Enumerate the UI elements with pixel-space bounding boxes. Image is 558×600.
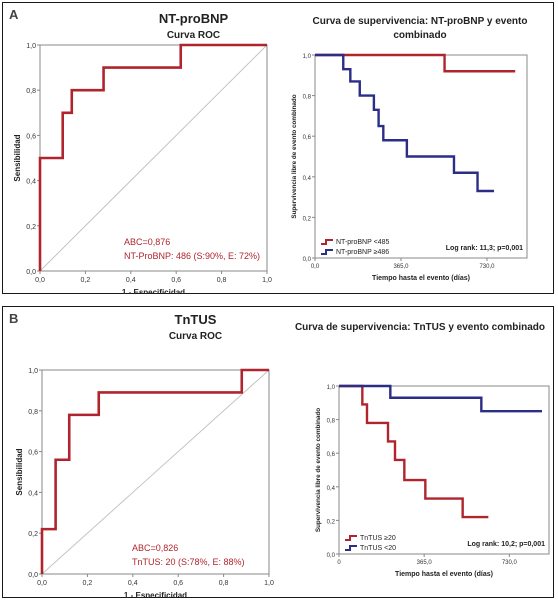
roc-chart: NT-proBNP Curva ROC 0,00,0 0,2 0,2 0,4 0,4 0,6 0… xyxy=(13,11,272,294)
y-axis-label: Sensibilidad xyxy=(13,134,22,181)
logrank-annotation: Log rank: 10,2; p=0,001 xyxy=(467,541,545,548)
x-tick-label: 0,6 xyxy=(173,580,183,587)
roc-title: NT-proBNP xyxy=(159,11,229,26)
y-tick-label: 0,2 xyxy=(303,216,312,222)
cutoff-annotation: TnTUS: 20 (S:78%, E: 88%) xyxy=(132,557,245,567)
y-tick-label: 0,6 xyxy=(26,133,36,140)
y-tick-label: 0,0 xyxy=(26,269,36,276)
x-tick-label: 0 xyxy=(337,560,341,566)
y-tick-label: 0,8 xyxy=(26,88,36,95)
y-axis-label: Supervivencia libre de evento combinado xyxy=(291,94,298,218)
panel-label: B xyxy=(9,311,19,326)
cutoff-annotation: NT-ProBNP: 486 (S:90%, E: 72%) xyxy=(124,251,260,261)
y-tick-label: 1,0 xyxy=(26,43,36,50)
x-tick-label: 1,0 xyxy=(262,277,272,284)
roc-curve xyxy=(40,368,269,574)
y-tick-label: 0,8 xyxy=(28,409,38,416)
x-tick-label: 730,0 xyxy=(479,264,495,270)
panel-a: A xyxy=(2,2,554,294)
roc-curve xyxy=(38,43,267,271)
plot-frame xyxy=(41,369,270,575)
survival-chart: Curva de supervivencia: NT-proBNP y even… xyxy=(291,16,528,282)
legend-label: TnTUS ≥20 xyxy=(360,535,396,542)
y-tick-label: 1,0 xyxy=(303,54,312,60)
roc-subtitle: Curva ROC xyxy=(167,30,220,41)
reference-diagonal xyxy=(39,44,268,272)
y-tick-label: 0,2 xyxy=(26,224,36,231)
survival-chart: Curva de supervivencia: TnTUS y evento c… xyxy=(295,322,550,578)
x-axis-label: 1 - Especificidad xyxy=(122,288,185,294)
y-tick-label: 0,0 xyxy=(303,257,312,263)
x-tick-label: 0,8 xyxy=(217,277,227,284)
survival-title: Curva de supervivencia: NT-proBNP y even… xyxy=(313,16,528,27)
x-tick-label: 730,0 xyxy=(502,560,518,566)
survival-curve xyxy=(339,384,489,519)
x-tick-label: 0,0 xyxy=(311,264,320,270)
y-tick-label: 0,8 xyxy=(327,419,336,425)
y-tick-label: 0,2 xyxy=(28,531,38,538)
y-tick-label: 1,0 xyxy=(327,385,336,391)
x-tick-label: 0,4 xyxy=(128,580,138,587)
x-tick-label: 1,0 xyxy=(264,580,274,587)
y-tick-label: 0,6 xyxy=(303,135,312,141)
auc-annotation: ABC=0,876 xyxy=(124,237,170,247)
y-tick-label: 0,6 xyxy=(327,452,336,458)
legend-swatch xyxy=(321,249,333,255)
x-axis-label: Tiempo hasta el evento (días) xyxy=(395,571,493,578)
y-tick-label: 0,4 xyxy=(26,179,36,186)
y-axis-label: Sensibilidad xyxy=(15,448,24,495)
survival-curve xyxy=(339,384,542,413)
survival-title-line2: combinado xyxy=(393,30,446,41)
x-tick-label: 0,4 xyxy=(126,277,136,284)
panel-label: A xyxy=(9,7,19,22)
y-tick-label: 0,0 xyxy=(28,572,38,579)
x-tick-label: 0,8 xyxy=(219,580,229,587)
roc-chart: TnTUS Curva ROC 0,00,0 0,2 0,2 0,4 0,4 0,6 0,6 0,… xyxy=(15,312,274,598)
legend-label: TnTUS <20 xyxy=(360,545,396,552)
survival-title: Curva de supervivencia: TnTUS y evento c… xyxy=(295,322,545,333)
legend-swatch xyxy=(321,239,333,245)
survival-curve xyxy=(315,53,495,193)
y-tick-label: 0,4 xyxy=(28,490,38,497)
x-tick-label: 0,2 xyxy=(81,277,91,284)
logrank-annotation: Log rank: 11,3; p=0,001 xyxy=(446,245,523,252)
y-tick-label: 1,0 xyxy=(28,368,38,375)
y-tick-label: 0,4 xyxy=(303,176,312,182)
legend-label: NT-proBNP <485 xyxy=(336,239,389,246)
x-tick-label: 0,0 xyxy=(35,277,45,284)
x-axis-label: 1 - Especificidad xyxy=(124,591,187,598)
x-tick-label: 0,6 xyxy=(171,277,181,284)
y-tick-label: 0,4 xyxy=(327,486,336,492)
survival-curve xyxy=(315,53,516,73)
roc-title: TnTUS xyxy=(175,312,217,327)
panel-b: B xyxy=(2,306,554,598)
y-tick-label: 0,0 xyxy=(327,553,336,559)
y-axis-label: Supervivencia libre de evento combinado xyxy=(315,408,322,532)
auc-annotation: ABC=0,826 xyxy=(132,543,178,553)
x-tick-label: 0,0 xyxy=(37,580,47,587)
reference-diagonal xyxy=(41,369,270,575)
legend-label: NT-proBNP ≥486 xyxy=(336,249,389,256)
y-tick-label: 0,2 xyxy=(327,519,336,525)
x-axis-label: Tiempo hasta el evento (días) xyxy=(372,275,470,282)
x-tick-label: 365,0 xyxy=(393,264,409,270)
y-tick-label: 0,8 xyxy=(303,95,312,101)
roc-subtitle: Curva ROC xyxy=(169,331,222,342)
x-tick-label: 365,0 xyxy=(417,560,433,566)
plot-frame xyxy=(338,385,550,555)
x-tick-label: 0,2 xyxy=(83,580,93,587)
y-tick-label: 0,6 xyxy=(28,450,38,457)
legend-swatch xyxy=(345,545,357,551)
legend-swatch xyxy=(345,535,357,541)
